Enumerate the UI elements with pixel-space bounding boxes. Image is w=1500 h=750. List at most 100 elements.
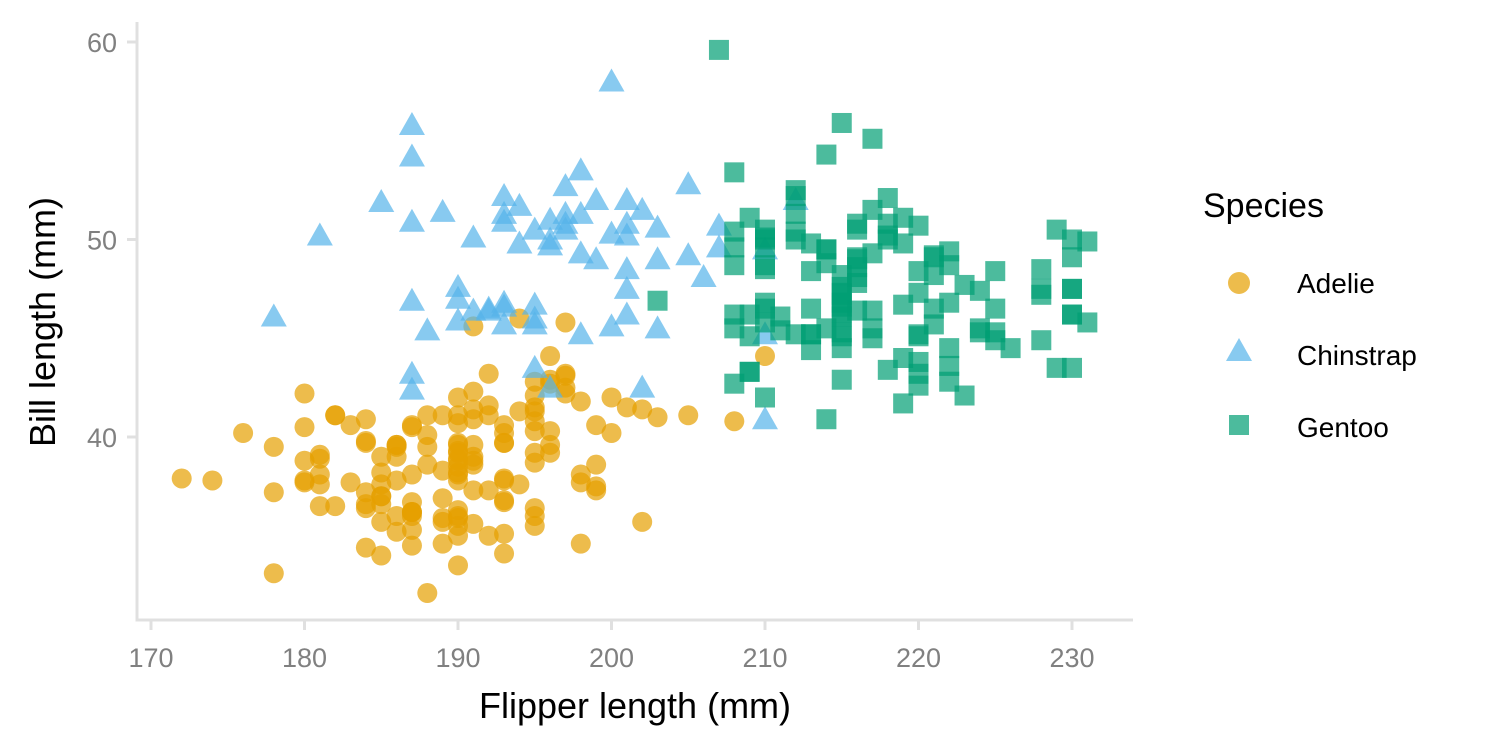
data-point <box>816 318 837 339</box>
x-axis: 170 180 190 200 210 220 230 Flipper length (mm… <box>128 618 1133 726</box>
data-point <box>202 470 223 491</box>
data-point <box>537 206 564 230</box>
data-point <box>708 39 729 60</box>
data-point <box>755 312 775 333</box>
data-point <box>1062 304 1082 325</box>
data-point <box>567 240 594 264</box>
data-point <box>755 259 775 280</box>
data-point <box>540 346 561 367</box>
data-point <box>831 284 852 305</box>
data-point <box>445 273 471 297</box>
data-point <box>401 535 422 556</box>
data-point <box>724 162 745 183</box>
data-point <box>785 186 806 207</box>
data-point <box>739 326 760 347</box>
data-point <box>985 298 1006 319</box>
data-point <box>1000 338 1021 359</box>
legend-item-chinstrap: Chinstrap <box>1226 338 1417 371</box>
data-point <box>816 144 837 165</box>
data-point <box>555 383 576 404</box>
data-point <box>969 318 990 339</box>
data-point <box>463 513 484 534</box>
data-point <box>632 511 653 532</box>
data-point <box>739 304 760 325</box>
legend-label-adelie: Adelie <box>1297 268 1375 299</box>
data-point <box>448 387 468 408</box>
data-point <box>644 214 671 238</box>
data-point <box>1046 357 1067 378</box>
data-point <box>540 434 561 455</box>
data-point <box>908 261 929 282</box>
x-tick-label: 180 <box>282 643 327 673</box>
x-tick-label: 200 <box>589 643 634 673</box>
data-point <box>398 360 425 384</box>
data-point <box>567 200 594 224</box>
data-point <box>877 188 898 209</box>
data-point <box>506 192 533 216</box>
data-point <box>644 246 671 270</box>
data-point <box>801 324 822 345</box>
data-point <box>263 563 284 584</box>
data-point <box>1077 312 1098 333</box>
data-point <box>831 265 852 286</box>
data-point <box>598 313 625 337</box>
data-point <box>491 289 518 313</box>
data-point <box>939 355 960 376</box>
data-point <box>583 246 610 270</box>
data-point <box>847 213 868 234</box>
data-point <box>417 405 438 426</box>
data-point <box>908 215 929 236</box>
data-point <box>831 369 852 390</box>
data-point <box>1031 284 1052 305</box>
data-point <box>448 456 468 477</box>
legend-label-chinstrap: Chinstrap <box>1297 340 1417 371</box>
data-point <box>923 265 944 286</box>
data-point <box>862 128 883 149</box>
data-point <box>570 391 591 412</box>
square-icon <box>1229 415 1249 435</box>
data-point <box>478 395 499 416</box>
data-point <box>478 363 499 384</box>
data-point <box>954 274 975 295</box>
x-axis-ticks: 170 180 190 200 210 220 230 <box>128 620 1095 673</box>
data-point <box>494 423 515 444</box>
data-point <box>309 464 330 485</box>
data-point <box>263 482 284 503</box>
data-point <box>724 237 745 258</box>
data-point <box>586 415 607 436</box>
data-point <box>340 472 361 493</box>
data-point <box>739 361 760 382</box>
data-point <box>1062 357 1082 378</box>
data-point <box>309 448 330 469</box>
data-point <box>893 233 914 254</box>
legend-item-gentoo: Gentoo <box>1229 412 1389 443</box>
data-point <box>294 472 315 493</box>
data-point <box>509 474 530 495</box>
data-point <box>785 221 806 242</box>
data-point <box>401 415 422 436</box>
data-point <box>613 222 640 246</box>
x-tick-label: 190 <box>435 643 480 673</box>
data-point <box>567 157 594 181</box>
data-point <box>613 275 640 299</box>
data-point <box>629 374 656 398</box>
data-point <box>368 188 395 212</box>
data-point <box>1062 247 1082 268</box>
data-point <box>463 480 484 501</box>
data-point <box>448 500 468 521</box>
data-point <box>460 224 487 248</box>
data-point <box>448 555 468 576</box>
data-point <box>524 506 545 526</box>
data-point <box>678 405 699 426</box>
data-point <box>724 221 745 242</box>
data-point <box>463 316 484 337</box>
data-point <box>398 111 425 135</box>
data-point <box>877 359 898 380</box>
data-point <box>398 376 425 400</box>
data-point <box>862 300 883 321</box>
data-point <box>386 506 407 526</box>
data-point <box>494 470 515 491</box>
legend: Species Adelie Chinstrap Gentoo <box>1203 187 1417 443</box>
data-point <box>801 261 822 282</box>
data-point <box>755 346 775 367</box>
